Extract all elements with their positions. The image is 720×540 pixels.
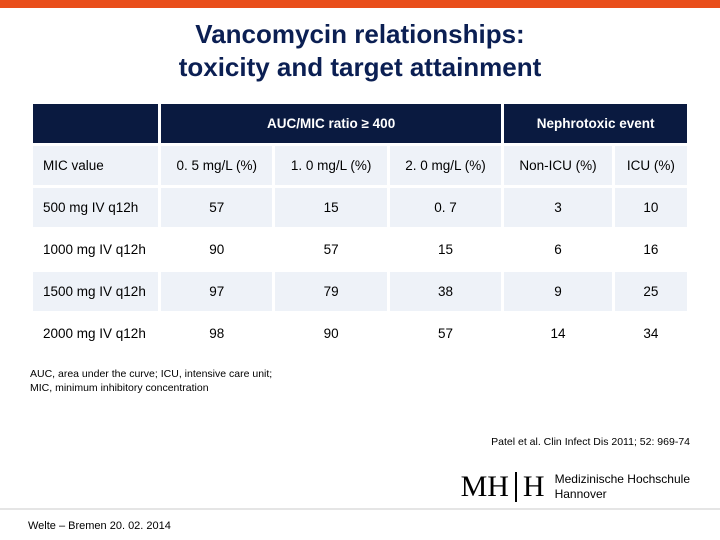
cell: 98 (161, 314, 272, 353)
page-title: Vancomycin relationships: toxicity and t… (0, 18, 720, 83)
cell: 15 (390, 230, 501, 269)
cell: 38 (390, 272, 501, 311)
footer-text: Welte – Bremen 20. 02. 2014 (28, 520, 171, 532)
cell: 16 (615, 230, 687, 269)
cell: 0. 7 (390, 188, 501, 227)
row-label: 1000 mg IV q12h (33, 230, 158, 269)
logo-text: Medizinische Hochschule Hannover (555, 472, 690, 502)
subheader: 1. 0 mg/L (%) (275, 146, 386, 185)
footer-divider (0, 508, 720, 510)
header-group-auc: AUC/MIC ratio ≥ 400 (161, 104, 501, 143)
cell: 15 (275, 188, 386, 227)
institution-logo: MHH Medizinische Hochschule Hannover (461, 472, 690, 502)
mhh-logo-icon: MHH (461, 472, 545, 502)
logo-text-line-1: Medizinische Hochschule (555, 472, 690, 487)
footnote-line-1: AUC, area under the curve; ICU, intensiv… (30, 368, 310, 382)
cell: 34 (615, 314, 687, 353)
row-label: 500 mg IV q12h (33, 188, 158, 227)
cell: 57 (390, 314, 501, 353)
row-label: 2000 mg IV q12h (33, 314, 158, 353)
cell: 25 (615, 272, 687, 311)
accent-bar (0, 0, 720, 8)
footnote: AUC, area under the curve; ICU, intensiv… (30, 368, 310, 395)
cell: 3 (504, 188, 611, 227)
title-line-1: Vancomycin relationships: (0, 18, 720, 51)
cell: 57 (161, 188, 272, 227)
cell: 79 (275, 272, 386, 311)
row-header-label: MIC value (33, 146, 158, 185)
table-row: 500 mg IV q12h 57 15 0. 7 3 10 (33, 188, 687, 227)
cell: 57 (275, 230, 386, 269)
cell: 10 (615, 188, 687, 227)
subheader: ICU (%) (615, 146, 687, 185)
row-label: 1500 mg IV q12h (33, 272, 158, 311)
cell: 14 (504, 314, 611, 353)
cell: 6 (504, 230, 611, 269)
cell: 9 (504, 272, 611, 311)
subheader: 2. 0 mg/L (%) (390, 146, 501, 185)
cell: 97 (161, 272, 272, 311)
subheader: Non-ICU (%) (504, 146, 611, 185)
subheader-row: MIC value 0. 5 mg/L (%) 1. 0 mg/L (%) 2.… (33, 146, 687, 185)
cell: 90 (161, 230, 272, 269)
subheader: 0. 5 mg/L (%) (161, 146, 272, 185)
data-table: AUC/MIC ratio ≥ 400 Nephrotoxic event MI… (30, 101, 690, 356)
citation: Patel et al. Clin Infect Dis 2011; 52: 9… (491, 436, 690, 448)
cell: 90 (275, 314, 386, 353)
footnote-line-2: MIC, minimum inhibitory concentration (30, 382, 310, 396)
table-row: 1000 mg IV q12h 90 57 15 6 16 (33, 230, 687, 269)
table-row: 1500 mg IV q12h 97 79 38 9 25 (33, 272, 687, 311)
header-blank (33, 104, 158, 143)
title-line-2: toxicity and target attainment (0, 51, 720, 84)
logo-text-line-2: Hannover (555, 487, 690, 502)
header-group-nephro: Nephrotoxic event (504, 104, 687, 143)
table-row: 2000 mg IV q12h 98 90 57 14 34 (33, 314, 687, 353)
